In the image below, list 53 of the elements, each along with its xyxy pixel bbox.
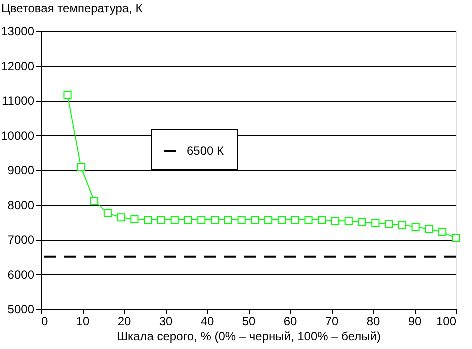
point — [184, 216, 192, 224]
y-tick-label: 12000 — [1, 59, 35, 74]
point — [224, 216, 232, 224]
point — [291, 216, 300, 224]
y-tick-label: 5000 — [8, 302, 35, 316]
point — [425, 225, 434, 234]
point — [144, 216, 152, 224]
point — [452, 234, 460, 242]
x-tick-label: 100 — [436, 314, 457, 328]
x-tick-label: 10 — [76, 314, 90, 328]
y-tick-label: 10000 — [1, 128, 35, 143]
point — [64, 91, 72, 100]
point — [170, 216, 179, 224]
point — [372, 219, 380, 228]
x-axis-title: Шкала серого, % (0% – черный, 100% – белый) — [117, 330, 381, 344]
legend-label: 6500 К — [187, 144, 224, 158]
y-tick-label: 6000 — [8, 268, 35, 282]
x-tick-label: 0 — [42, 314, 48, 328]
y-tick-label: 7000 — [8, 233, 35, 247]
point — [157, 216, 166, 224]
point — [238, 216, 246, 224]
point — [278, 216, 286, 224]
point — [331, 217, 340, 226]
point — [90, 197, 99, 206]
y-tick-label: 8000 — [8, 198, 35, 212]
point — [304, 216, 313, 224]
x-tick-label: 40 — [200, 314, 214, 328]
point — [211, 216, 220, 224]
y-axis-title: Цветовая температура, К — [2, 2, 143, 16]
point — [438, 228, 447, 236]
point — [104, 209, 112, 218]
x-tick-label: 30 — [159, 314, 173, 328]
x-tick-label: 20 — [118, 314, 132, 328]
x-tick-label: 50 — [242, 314, 256, 328]
y-tick-label: 13000 — [1, 24, 35, 38]
point — [398, 221, 406, 230]
point — [412, 222, 420, 232]
point — [264, 216, 273, 224]
x-tick-label: 90 — [408, 314, 422, 328]
x-tick-label: 80 — [366, 314, 380, 328]
y-tick-label: 9000 — [8, 164, 35, 178]
point — [130, 215, 139, 224]
x-tick-label: 60 — [284, 314, 298, 328]
point — [358, 218, 366, 227]
point — [318, 216, 326, 224]
point — [251, 216, 260, 224]
point — [385, 220, 394, 228]
point — [117, 214, 126, 222]
point — [77, 163, 86, 172]
point — [344, 217, 353, 226]
y-tick-label: 11000 — [2, 94, 35, 108]
x-tick-label: 70 — [325, 314, 339, 328]
point — [198, 216, 206, 224]
